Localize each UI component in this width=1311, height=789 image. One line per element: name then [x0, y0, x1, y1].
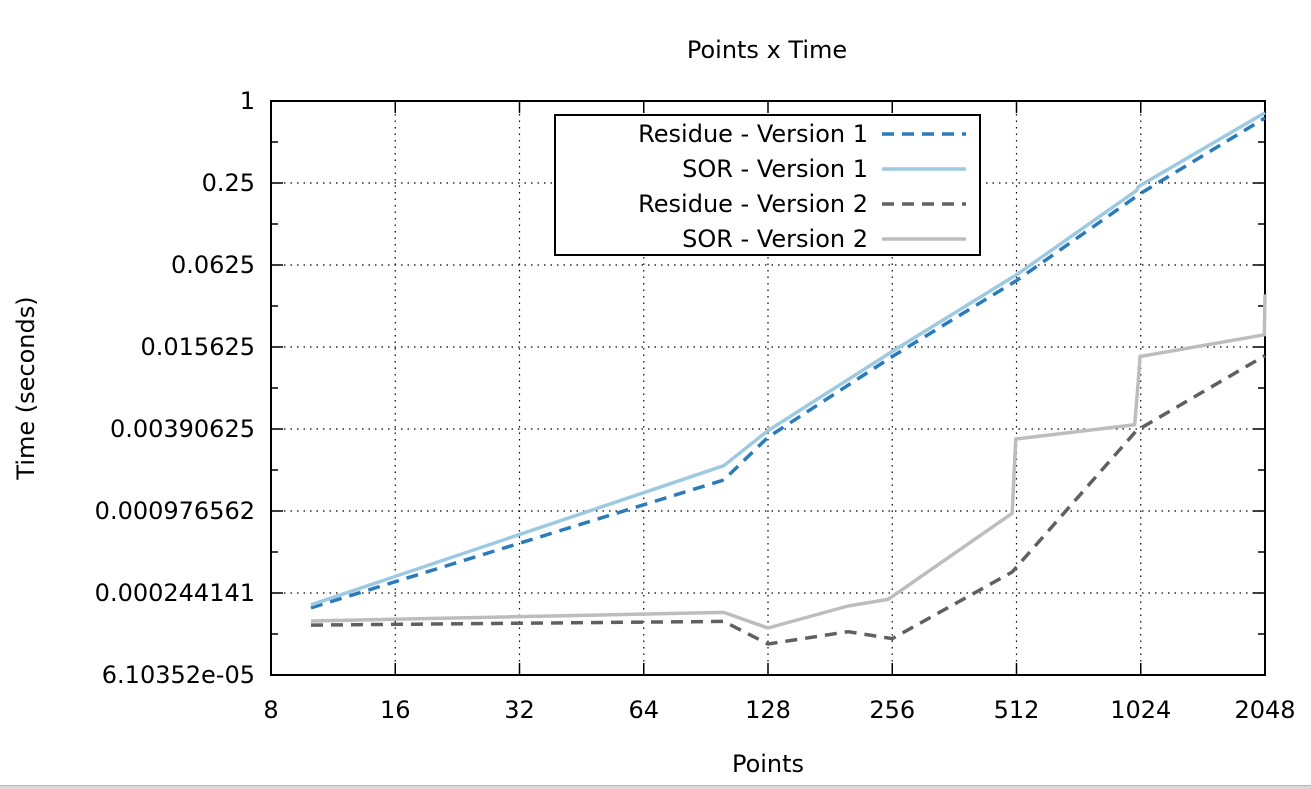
legend: Residue - Version 1 SOR - Version 1 Residu…: [554, 114, 981, 256]
y-tick-label: 0.015625: [140, 333, 255, 361]
x-tick-labels: 8 16 32 64 128 256 512 1024 2048: [263, 696, 1295, 724]
x-tick-label: 64: [628, 696, 659, 724]
x-tick-label: 256: [869, 696, 915, 724]
y-tick-label: 6.10352e-05: [102, 661, 255, 689]
y-tick-label: 1: [240, 87, 255, 115]
legend-label: Residue - Version 2: [638, 190, 868, 218]
y-tick-labels: 6.10352e-05 0.000244141 0.000976562 0.00390…: [95, 87, 255, 689]
grid: [271, 101, 1265, 675]
y-tick-label: 0.25: [202, 169, 255, 197]
x-tick-label: 8: [263, 696, 278, 724]
axis-ticks: [270, 100, 1266, 676]
x-tick-label: 2048: [1234, 696, 1295, 724]
legend-label: Residue - Version 1: [638, 120, 868, 148]
x-tick-label: 16: [380, 696, 411, 724]
x-tick-label: 512: [994, 696, 1040, 724]
y-tick-label: 0.00390625: [110, 415, 255, 443]
x-axis-label: Points: [732, 750, 804, 778]
x-tick-label: 128: [745, 696, 791, 724]
y-axis-label: Time (seconds): [12, 296, 40, 480]
y-tick-label: 0.000244141: [95, 579, 255, 607]
series-line-4: [310, 294, 1267, 630]
x-tick-label: 32: [504, 696, 535, 724]
x-tick-label: 1024: [1110, 696, 1171, 724]
chart-title: Points x Time: [687, 36, 847, 64]
y-tick-label: 0.000976562: [95, 497, 255, 525]
legend-label: SOR - Version 1: [682, 155, 868, 183]
legend-entries: Residue - Version 1 SOR - Version 1 Residu…: [638, 120, 966, 253]
legend-box: [554, 114, 981, 256]
series-line-1: [310, 116, 1266, 610]
y-tick-label: 0.0625: [171, 251, 255, 279]
window-bottom-edge: [0, 785, 1311, 789]
legend-label: SOR - Version 2: [682, 225, 868, 253]
series-line-3: [310, 354, 1266, 646]
series-group: [310, 111, 1267, 646]
series-line-2: [310, 111, 1266, 607]
